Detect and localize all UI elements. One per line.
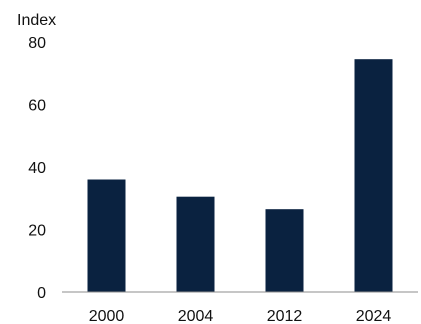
x-tick-label: 2024 [356,308,392,324]
bar [265,209,304,292]
y-tick-label: 0 [37,285,46,302]
bars [87,59,393,292]
y-axis-unit-label: Index [17,12,56,29]
y-tick-label: 20 [28,223,46,240]
x-tick-label: 2012 [267,308,303,324]
x-axis-ticks: 2000 2004 2012 2024 [89,308,392,324]
y-tick-label: 80 [28,35,46,52]
y-tick-label: 40 [28,160,46,177]
y-axis-ticks: 0 20 40 60 80 [28,35,46,302]
x-tick-label: 2004 [178,308,214,324]
bar [354,59,393,292]
bar [87,179,126,292]
x-tick-label: 2000 [89,308,125,324]
bar [176,196,215,292]
y-tick-label: 60 [28,98,46,115]
